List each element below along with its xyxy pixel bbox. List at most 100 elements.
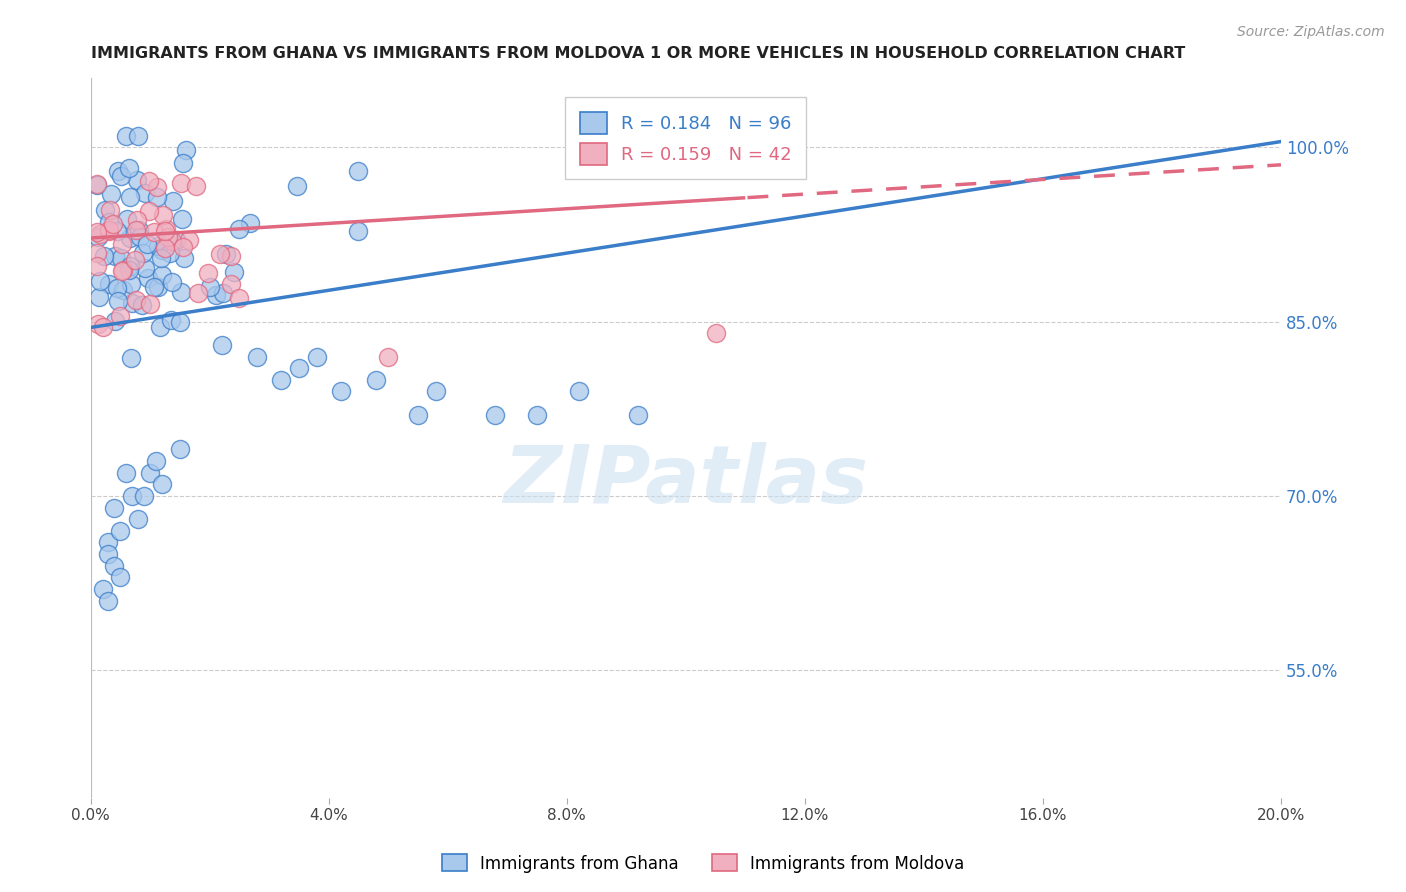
Point [101, 217, 124, 231]
Point [105, 225, 128, 239]
Point [153, 241, 176, 255]
Point [87, 317, 110, 331]
Point [145, 179, 167, 194]
Point [157, 230, 180, 244]
Point [215, 247, 238, 261]
Point [155, 224, 177, 238]
Point [187, 285, 209, 300]
Point [172, 240, 194, 254]
Point [177, 233, 200, 247]
Point [152, 208, 174, 222]
Point [104, 250, 127, 264]
Point [118, 161, 141, 175]
Point [169, 442, 191, 457]
Point [239, 216, 262, 230]
Point [145, 190, 167, 204]
Point [89, 290, 111, 304]
Point [86, 229, 108, 244]
Point [149, 320, 172, 334]
Point [129, 230, 152, 244]
Point [120, 190, 142, 204]
Point [211, 338, 233, 352]
Point [131, 298, 153, 312]
Point [91, 582, 114, 596]
Point [120, 277, 142, 292]
Text: Source: ZipAtlas.com: Source: ZipAtlas.com [1237, 25, 1385, 39]
Point [627, 408, 650, 422]
Point [139, 466, 162, 480]
Point [121, 295, 143, 310]
Point [526, 408, 548, 422]
Point [98, 224, 121, 238]
Point [110, 169, 132, 184]
Point [159, 313, 181, 327]
Point [115, 466, 138, 480]
Point [246, 350, 269, 364]
Point [162, 194, 184, 208]
Point [111, 237, 134, 252]
Point [134, 489, 156, 503]
Point [305, 350, 328, 364]
Point [86, 246, 108, 260]
Point [145, 454, 167, 468]
Point [110, 524, 132, 538]
Point [125, 293, 148, 307]
Point [111, 283, 134, 297]
Point [146, 280, 169, 294]
Point [89, 227, 111, 241]
Point [150, 477, 173, 491]
Point [228, 292, 250, 306]
Point [170, 176, 193, 190]
Point [184, 178, 207, 193]
Point [127, 173, 149, 187]
Point [174, 143, 197, 157]
Point [377, 350, 399, 364]
Point [288, 361, 311, 376]
Point [110, 570, 132, 584]
Point [136, 271, 159, 285]
Point [124, 253, 146, 268]
Point [98, 202, 121, 217]
Point [366, 373, 388, 387]
Point [162, 275, 184, 289]
Point [91, 320, 114, 334]
Point [165, 233, 187, 247]
Point [270, 373, 292, 387]
Point [86, 178, 108, 193]
Point [347, 164, 370, 178]
Point [219, 249, 242, 263]
Point [155, 221, 177, 235]
Point [219, 277, 242, 291]
Point [125, 222, 148, 236]
Point [143, 225, 166, 239]
Text: IMMIGRANTS FROM GHANA VS IMMIGRANTS FROM MOLDOVA 1 OR MORE VEHICLES IN HOUSEHOLD: IMMIGRANTS FROM GHANA VS IMMIGRANTS FROM… [90, 46, 1185, 62]
Point [211, 285, 233, 300]
Point [148, 239, 170, 253]
Point [103, 500, 125, 515]
Point [704, 326, 727, 341]
Point [484, 408, 506, 422]
Point [197, 266, 219, 280]
Point [142, 280, 165, 294]
Point [329, 384, 352, 399]
Point [134, 186, 156, 201]
Point [172, 156, 194, 170]
Point [425, 384, 447, 399]
Point [118, 263, 141, 277]
Point [170, 285, 193, 299]
Point [97, 535, 120, 549]
Point [128, 223, 150, 237]
Point [127, 128, 149, 143]
Point [285, 179, 308, 194]
Point [169, 315, 191, 329]
Point [152, 243, 174, 257]
Point [97, 223, 120, 237]
Point [172, 212, 194, 227]
Point [110, 252, 132, 266]
Point [138, 204, 160, 219]
Point [86, 259, 108, 273]
Point [159, 246, 181, 260]
Point [110, 309, 132, 323]
Point [107, 293, 129, 308]
Point [150, 268, 173, 283]
